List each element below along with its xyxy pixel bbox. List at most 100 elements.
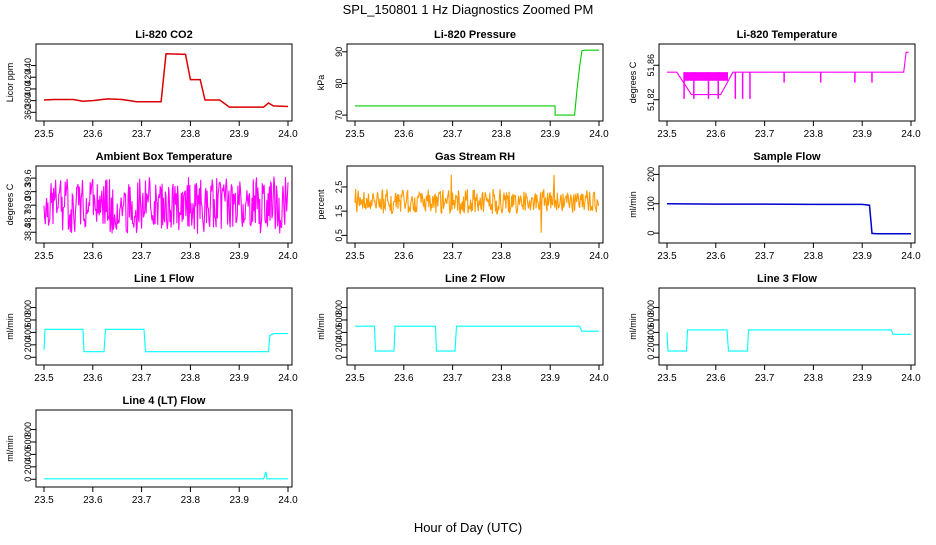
y-axis-label: ml/min — [5, 313, 15, 340]
x-tick-label: 24.0 — [589, 129, 609, 140]
panel-1: Li-820 CO2 23.5 23.6 23.7 23.8 23.9 24.0 360380… — [5, 29, 298, 140]
panel-title: Line 1 Flow — [134, 273, 194, 285]
series-line — [43, 328, 288, 353]
figure-xlabel: Hour of Day (UTC) — [414, 520, 522, 535]
x-tick-label: 23.5 — [34, 129, 54, 140]
x-tick-label: 23.8 — [804, 129, 824, 140]
x-tick-label: 23.9 — [540, 251, 560, 262]
plot-frame — [346, 165, 604, 244]
y-tick-label: 39.3 — [23, 183, 33, 201]
x-tick-label: 23.8 — [804, 373, 824, 384]
dense-band — [684, 72, 728, 81]
y-tick-label: 38.7 — [23, 210, 33, 228]
y-tick-label: 90 — [334, 47, 344, 57]
panel-title: Ambient Box Temperature — [96, 151, 233, 163]
y-tick-label: 800 — [334, 300, 344, 315]
x-tick-label: 23.6 — [83, 251, 103, 262]
x-tick-label: 23.8 — [492, 373, 512, 384]
series-line — [43, 53, 289, 108]
x-tick-label: 23.5 — [34, 251, 54, 262]
x-tick-label: 23.9 — [229, 495, 249, 506]
x-tick-label: 23.5 — [34, 495, 54, 506]
panel-8: Line 2 Flow 23.5 23.6 23.7 23.8 23.9 24.0 0 2004… — [316, 273, 609, 384]
x-tick-label: 23.8 — [181, 129, 201, 140]
x-tick-label: 23.5 — [657, 251, 677, 262]
y-axis-label: kPa — [316, 75, 326, 91]
x-tick-label: 24.0 — [901, 373, 921, 384]
y-tick-label: 38.4 — [23, 223, 33, 241]
x-tick-label: 23.9 — [852, 373, 872, 384]
x-tick-label: 23.7 — [755, 251, 775, 262]
plot-frame — [658, 165, 916, 244]
x-tick-label: 23.7 — [132, 495, 152, 506]
x-tick-label: 23.7 — [443, 373, 463, 384]
y-tick-label: 0.5 — [334, 229, 344, 242]
panel-title: Li-820 Temperature — [737, 29, 838, 41]
y-axis-label: percent — [316, 189, 326, 220]
x-tick-label: 23.8 — [492, 251, 512, 262]
x-tick-label: 23.5 — [345, 129, 365, 140]
x-tick-label: 23.6 — [83, 129, 103, 140]
y-axis-label: degrees C — [5, 183, 15, 225]
plot-frame — [35, 165, 293, 244]
y-axis-label: ml/min — [628, 313, 638, 340]
y-tick-label: 380 — [23, 93, 33, 108]
y-tick-label: 0 — [646, 355, 656, 360]
x-tick-label: 23.8 — [181, 373, 201, 384]
x-tick-label: 23.5 — [657, 129, 677, 140]
x-tick-label: 23.6 — [83, 373, 103, 384]
series-line — [43, 176, 289, 234]
panel-title: Line 2 Flow — [445, 273, 505, 285]
plot-frame — [35, 43, 293, 122]
y-tick-label: 200 — [646, 337, 656, 352]
x-tick-label: 23.8 — [181, 251, 201, 262]
x-tick-label: 23.6 — [394, 129, 414, 140]
x-tick-label: 23.9 — [540, 373, 560, 384]
panel-title: Sample Flow — [753, 151, 821, 163]
plot-frame — [658, 287, 916, 366]
x-tick-label: 24.0 — [901, 251, 921, 262]
plot-frame — [346, 43, 604, 122]
series-line — [354, 174, 600, 233]
x-tick-label: 24.0 — [589, 373, 609, 384]
x-tick-label: 23.8 — [804, 251, 824, 262]
x-tick-label: 23.6 — [706, 251, 726, 262]
panel-title: Line 3 Flow — [757, 273, 817, 285]
y-tick-label: 2.5 — [334, 181, 344, 194]
y-tick-label: 200 — [646, 167, 656, 182]
y-tick-label: 600 — [23, 434, 33, 449]
plot-frame — [35, 287, 293, 366]
series-line — [666, 203, 911, 235]
y-tick-label: 600 — [23, 312, 33, 327]
y-tick-label: 400 — [23, 447, 33, 462]
x-tick-label: 23.6 — [706, 373, 726, 384]
y-tick-label: 420 — [23, 70, 33, 85]
x-tick-label: 23.7 — [755, 373, 775, 384]
x-tick-label: 23.6 — [706, 129, 726, 140]
y-tick-label: 100 — [646, 196, 656, 211]
y-tick-label: 200 — [23, 337, 33, 352]
series-line — [44, 471, 288, 480]
plot-frame — [35, 409, 293, 488]
y-axis-label: ml/min — [628, 191, 638, 218]
x-tick-label: 23.7 — [132, 251, 152, 262]
panel-title: Li-820 CO2 — [135, 29, 192, 41]
plot-frame — [658, 43, 916, 122]
x-tick-label: 23.9 — [229, 251, 249, 262]
x-tick-label: 23.5 — [657, 373, 677, 384]
series-line — [667, 51, 909, 96]
y-tick-label: 0 — [334, 355, 344, 360]
y-tick-label: 400 — [23, 81, 33, 96]
y-tick-label: 0 — [646, 231, 656, 236]
y-tick-label: 51.82 — [646, 88, 656, 111]
y-axis-label: Licor ppm — [5, 63, 15, 103]
series-line — [355, 49, 599, 116]
y-axis-label: ml/min — [5, 435, 15, 462]
y-tick-label: 400 — [334, 325, 344, 340]
y-tick-label: 800 — [646, 300, 656, 315]
y-tick-label: 800 — [23, 300, 33, 315]
y-tick-label: 1.5 — [334, 205, 344, 218]
panel-title: Li-820 Pressure — [434, 29, 516, 41]
